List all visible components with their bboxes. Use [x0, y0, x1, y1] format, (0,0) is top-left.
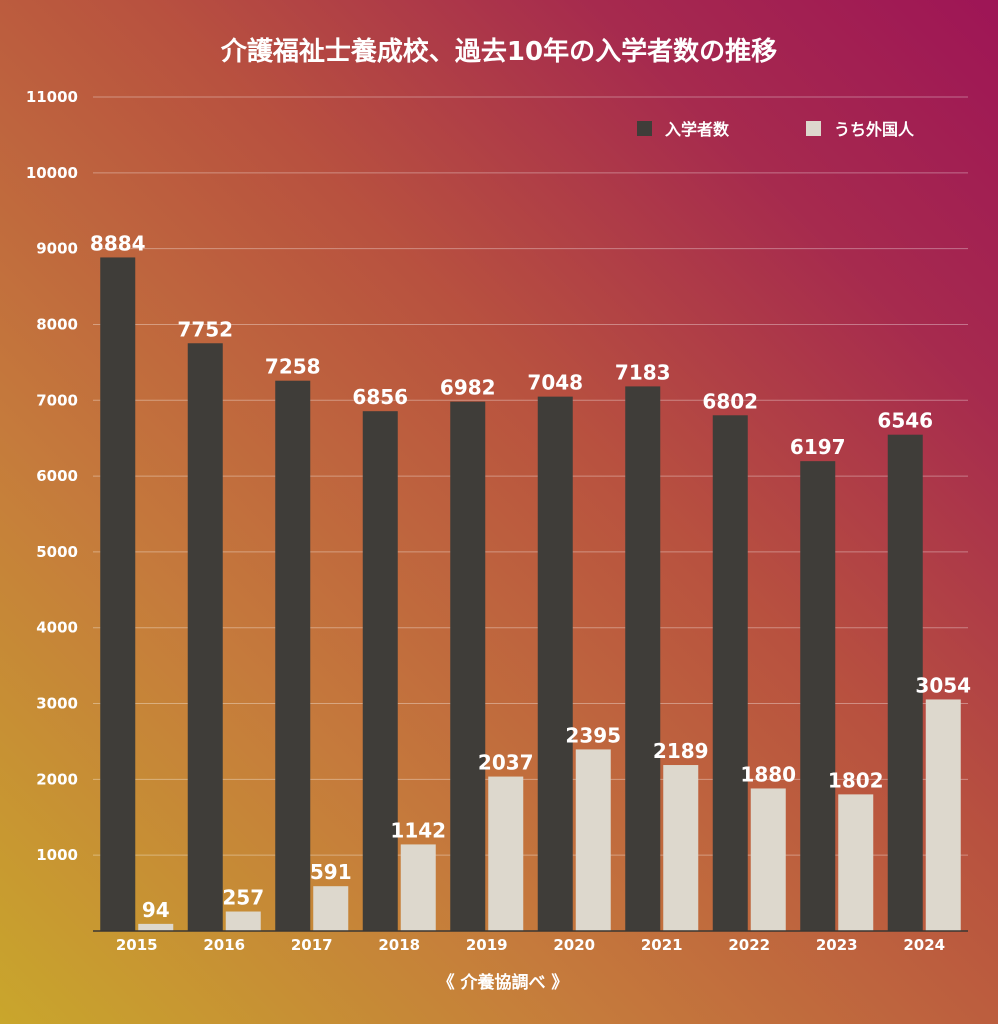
y-tick-label: 11000	[26, 88, 78, 106]
y-tick-label: 3000	[36, 695, 78, 713]
data-label-foreign-2015: 94	[142, 898, 170, 922]
y-tick-label: 2000	[36, 770, 78, 788]
bar-enrollment-2019	[450, 401, 486, 931]
data-label-foreign-2024: 3054	[915, 673, 971, 697]
x-tick-label-2016: 2016	[203, 936, 245, 954]
x-tick-label-2018: 2018	[378, 936, 420, 954]
bar-foreign-2015	[138, 923, 174, 931]
legend-label-enrollment: 入学者数	[665, 120, 730, 139]
bar-foreign-2018	[400, 844, 436, 931]
bar-foreign-2024	[925, 699, 961, 931]
legend-swatch-enrollment	[637, 121, 652, 136]
x-axis-ticks: 2015 2016 2017 2018 2019 2020 2021 2022 2023 2024	[116, 936, 945, 954]
data-label-enrollment-2016: 7752	[177, 317, 233, 341]
data-label-foreign-2019: 2037	[478, 751, 534, 775]
y-tick-label: 9000	[36, 240, 78, 258]
data-label-enrollment-2022: 6802	[702, 389, 758, 413]
data-label-enrollment-2020: 7048	[527, 371, 583, 395]
bar-enrollment-2022	[712, 415, 748, 931]
y-tick-label: 6000	[36, 467, 78, 485]
legend: 入学者数 うち外国人	[637, 120, 915, 139]
bar-foreign-2023	[838, 794, 874, 931]
data-label-foreign-2018: 1142	[390, 818, 446, 842]
y-axis-ticks: 1000 2000 3000 4000 5000 6000 7000 8000 9000 1000…	[26, 88, 78, 864]
x-tick-label-2017: 2017	[291, 936, 333, 954]
bars	[100, 257, 961, 932]
y-tick-label: 10000	[26, 164, 78, 182]
bar-enrollment-2020	[537, 396, 573, 932]
x-tick-label-2024: 2024	[903, 936, 945, 954]
x-tick-label-2019: 2019	[466, 936, 508, 954]
y-tick-label: 8000	[36, 315, 78, 333]
legend-swatch-foreign	[806, 121, 821, 136]
data-label-foreign-2022: 1880	[740, 762, 796, 786]
gridlines	[93, 96, 968, 856]
data-label-enrollment-2021: 7183	[615, 360, 671, 384]
bar-enrollment-2016	[187, 343, 223, 931]
data-label-foreign-2020: 2395	[565, 723, 621, 747]
bar-foreign-2022	[750, 788, 786, 931]
data-label-enrollment-2018: 6856	[352, 385, 408, 409]
data-label-foreign-2016: 257	[222, 886, 264, 910]
bar-foreign-2020	[575, 749, 611, 931]
x-tick-label-2023: 2023	[816, 936, 858, 954]
legend-label-foreign: うち外国人	[834, 120, 915, 139]
data-label-foreign-2023: 1802	[828, 768, 884, 792]
bar-foreign-2017	[313, 886, 349, 931]
x-tick-label-2021: 2021	[641, 936, 683, 954]
data-label-enrollment-2017: 7258	[265, 355, 321, 379]
bar-foreign-2019	[488, 776, 524, 931]
data-label-foreign-2017: 591	[310, 860, 352, 884]
bar-foreign-2016	[225, 911, 261, 931]
y-tick-label: 4000	[36, 619, 78, 637]
y-tick-label: 7000	[36, 391, 78, 409]
x-tick-label-2015: 2015	[116, 936, 158, 954]
bar-foreign-2021	[663, 765, 699, 931]
bar-enrollment-2018	[362, 411, 398, 931]
x-tick-label-2022: 2022	[728, 936, 770, 954]
chart-title: 介護福祉士養成校、過去10年の入学者数の推移	[220, 36, 777, 67]
bar-enrollment-2021	[625, 386, 661, 931]
data-label-foreign-2021: 2189	[653, 739, 709, 763]
data-label-enrollment-2024: 6546	[877, 409, 933, 433]
bar-enrollment-2023	[800, 461, 836, 931]
bar-enrollment-2017	[275, 380, 311, 931]
data-label-enrollment-2015: 8884	[90, 231, 146, 255]
bar-enrollment-2024	[887, 434, 923, 931]
bar-enrollment-2015	[100, 257, 136, 931]
data-label-enrollment-2023: 6197	[790, 435, 846, 459]
y-tick-label: 1000	[36, 846, 78, 864]
y-tick-label: 5000	[36, 543, 78, 561]
x-tick-label-2020: 2020	[553, 936, 595, 954]
source-note: 《 介養協調べ 》	[438, 972, 569, 993]
data-labels: 8884 94 7752 257 7258 591 6856 1142 6982 2037 7048…	[90, 231, 971, 921]
data-label-enrollment-2019: 6982	[440, 376, 496, 400]
